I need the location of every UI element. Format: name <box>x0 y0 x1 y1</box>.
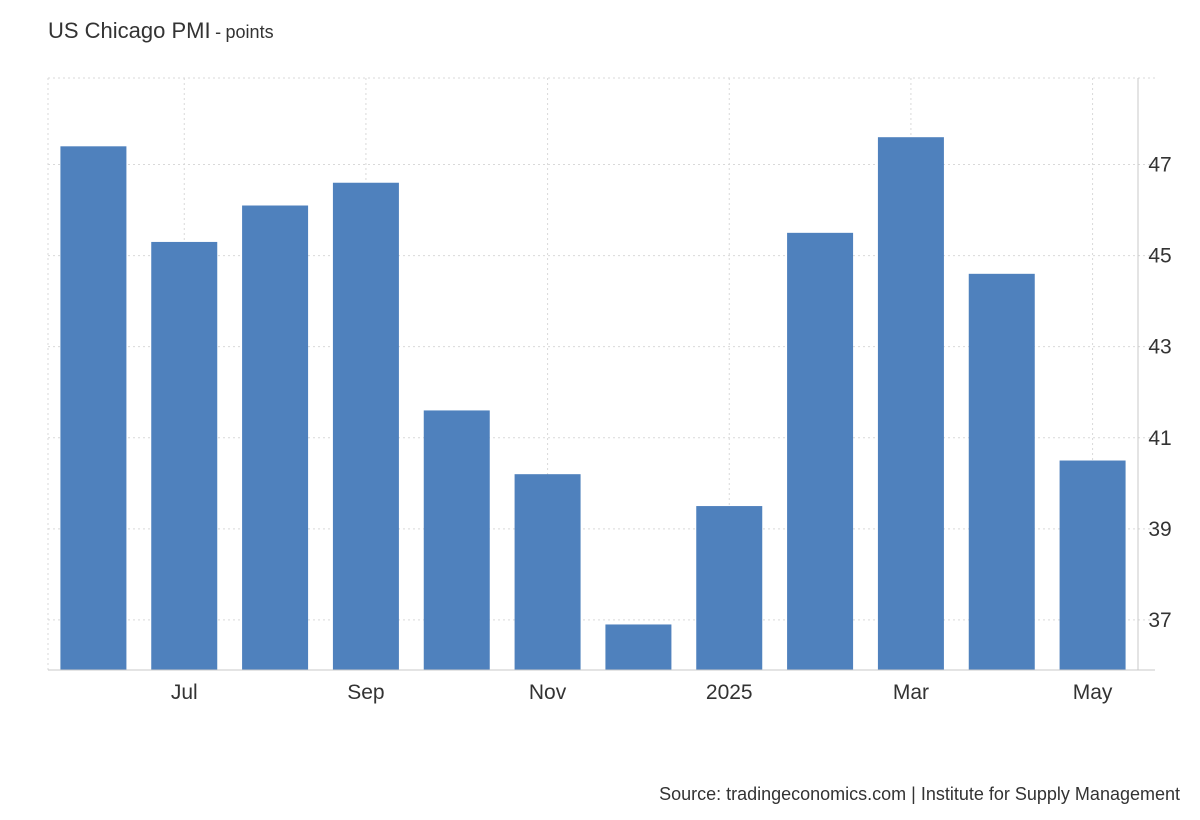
bar-nov-2024 <box>514 474 581 670</box>
chart-unit-separator: - <box>215 22 222 42</box>
chart-title-block: US Chicago PMI - points <box>48 18 274 44</box>
y-tick-label: 37 <box>1148 609 1171 632</box>
bar-apr-2025 <box>968 273 1035 670</box>
bar-aug-2024 <box>242 205 309 670</box>
x-tick-label: Jul <box>171 681 198 704</box>
bar-sep-2024 <box>332 182 399 670</box>
source-note: Source: tradingeconomics.com | Institute… <box>659 784 1180 804</box>
chart-title: US Chicago PMI <box>48 18 211 43</box>
x-tick-label: Nov <box>529 681 567 704</box>
bar-chart: 37 39 41 43 45 47 Jul Sep Nov 2025 Mar May <box>47 77 1172 704</box>
y-tick-label: 45 <box>1148 245 1171 268</box>
y-tick-label: 47 <box>1148 154 1171 177</box>
bar-jun-2024 <box>60 146 127 671</box>
x-tick-label: 2025 <box>706 681 753 704</box>
bar-feb-2025 <box>787 232 854 671</box>
bar-may-2025 <box>1059 460 1126 670</box>
x-tick-label: Mar <box>893 681 929 704</box>
x-tick-label: Sep <box>347 681 384 704</box>
y-tick-label: 43 <box>1148 336 1171 359</box>
chart-unit: points <box>225 22 274 42</box>
bar-dec-2024 <box>605 624 672 670</box>
x-tick-label: May <box>1073 681 1113 704</box>
bar-jul-2024 <box>151 241 218 670</box>
bar-oct-2024 <box>423 410 490 670</box>
bar-jan-2025 <box>696 506 763 670</box>
y-tick-label: 39 <box>1148 518 1171 541</box>
y-tick-label: 41 <box>1148 427 1171 450</box>
bar-mar-2025 <box>877 137 944 670</box>
